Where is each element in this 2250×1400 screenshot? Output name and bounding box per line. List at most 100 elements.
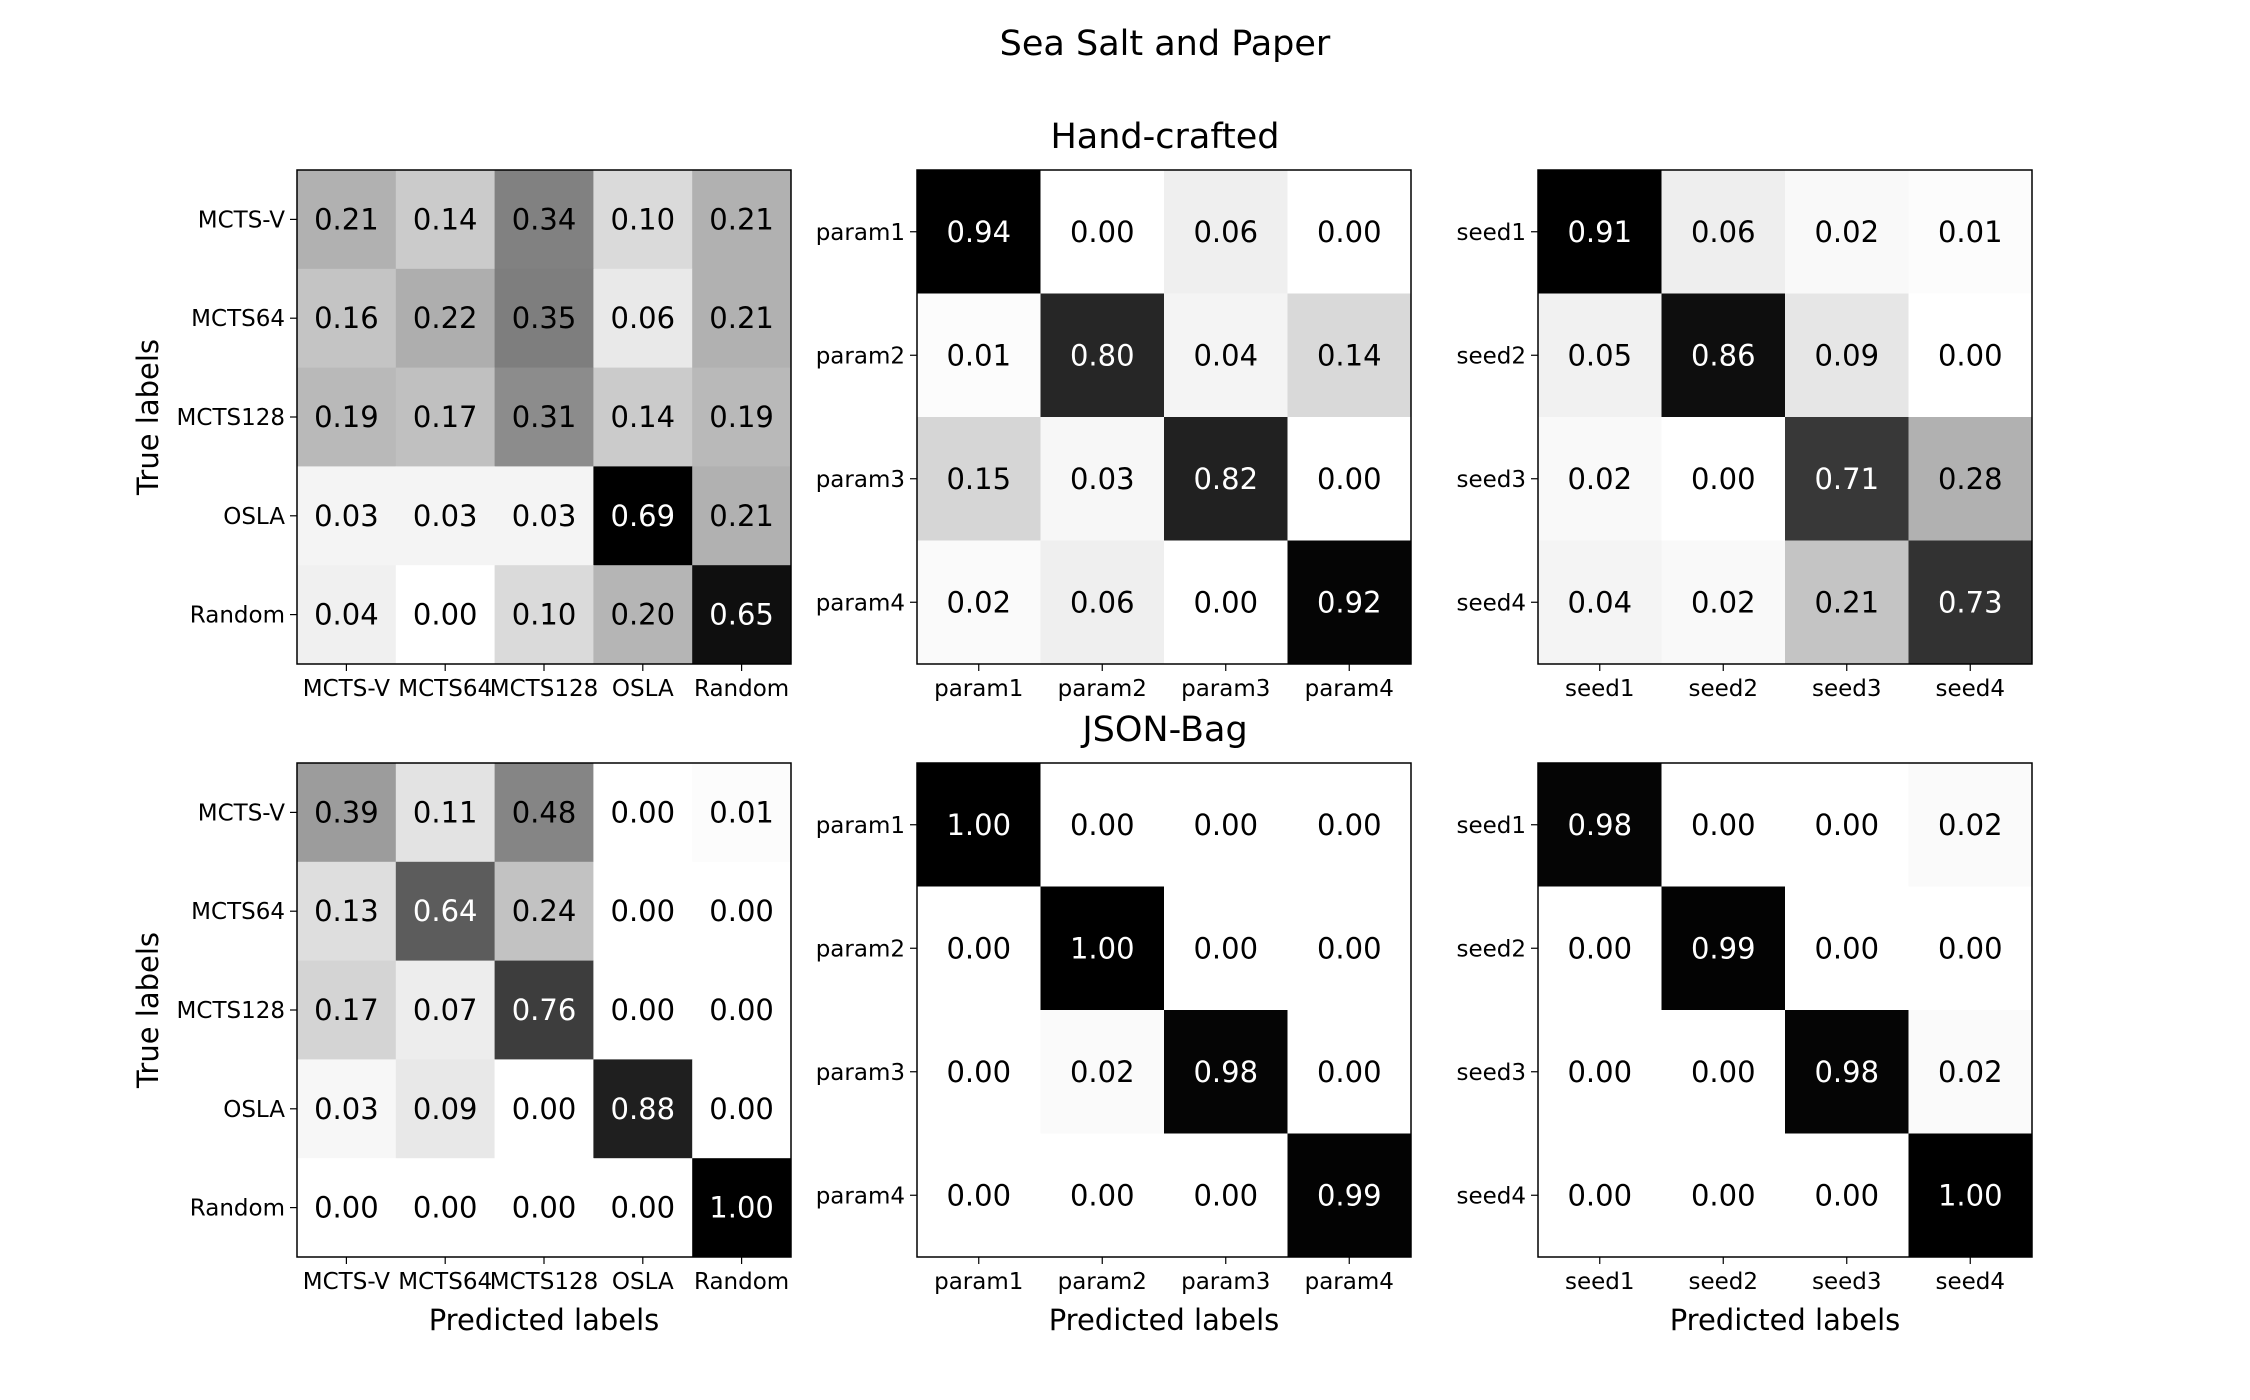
heatmap-cell xyxy=(297,170,397,270)
cell-value-label: 0.10 xyxy=(611,202,676,236)
cell-value-label: 0.92 xyxy=(1317,585,1382,619)
y-tick-label: seed4 xyxy=(1456,590,1526,616)
heatmap-cell xyxy=(692,1059,792,1159)
x-tick-label: seed4 xyxy=(1935,1269,2005,1295)
cell-value-label: 0.00 xyxy=(1193,808,1258,842)
heatmap-cell xyxy=(297,268,397,369)
cell-value-label: 0.80 xyxy=(1070,338,1135,372)
heatmap-cell xyxy=(395,565,496,665)
heatmap-cell xyxy=(1661,540,1786,665)
heatmap-cell xyxy=(1908,1133,2033,1258)
heatmap-cell xyxy=(297,466,397,566)
cell-value-label: 0.00 xyxy=(946,1055,1011,1089)
y-tick-label: seed2 xyxy=(1456,343,1526,369)
heatmap-cell xyxy=(1785,417,1909,541)
heatmap-cell xyxy=(1287,1010,1412,1134)
cell-value-label: 0.73 xyxy=(1938,585,2003,619)
y-tick-label: seed3 xyxy=(1456,1060,1526,1086)
cell-value-label: 0.00 xyxy=(1814,808,1879,842)
heatmap-cell xyxy=(395,367,496,467)
heatmap-cell xyxy=(692,170,792,270)
heatmap-cell xyxy=(395,1059,496,1159)
panel-frame xyxy=(916,762,1412,1258)
heatmap-cell xyxy=(297,1059,397,1159)
heatmap-cell xyxy=(1164,293,1288,418)
cell-value-label: 0.00 xyxy=(1814,931,1879,965)
heatmap-cell xyxy=(692,268,792,369)
heatmap-cell xyxy=(1538,293,1662,418)
cell-value-label: 0.00 xyxy=(709,993,774,1027)
heatmap-panel: 0.94 0.00 0.06 0.00 0.01 0.80 0.04 0.14 0.15 0.03… xyxy=(816,169,1412,702)
cell-value-label: 0.17 xyxy=(314,993,379,1027)
cell-value-label: 0.64 xyxy=(413,894,478,928)
figure-title: Sea Salt and Paper xyxy=(1000,24,1331,64)
cell-value-label: 0.99 xyxy=(1691,931,1756,965)
y-tick-label: seed3 xyxy=(1456,467,1526,493)
heatmap-cell xyxy=(593,960,693,1060)
cell-value-label: 0.76 xyxy=(512,993,577,1027)
heatmap-cell xyxy=(1661,763,1786,887)
heatmap-cell xyxy=(1040,293,1165,418)
heatmap-cell xyxy=(1538,763,1662,887)
heatmap-cell xyxy=(1287,170,1412,294)
x-tick-label: MCTS128 xyxy=(490,1269,598,1295)
heatmap-cell xyxy=(692,763,792,863)
heatmap-cell xyxy=(917,1133,1041,1258)
heatmap-cell xyxy=(1661,1133,1786,1258)
cell-value-label: 1.00 xyxy=(1938,1178,2003,1212)
cell-value-label: 0.00 xyxy=(1814,1178,1879,1212)
cell-value-label: 0.03 xyxy=(512,499,577,533)
cell-value-label: 0.34 xyxy=(512,202,577,236)
heatmap-cell xyxy=(1908,417,2033,541)
heatmap-cell xyxy=(593,367,693,467)
y-tick-label: Random xyxy=(190,603,285,629)
x-axis-label: Predicted labels xyxy=(1049,1303,1280,1337)
heatmap-panel: 0.91 0.06 0.02 0.01 0.05 0.86 0.09 0.00 0.02 0.00… xyxy=(1456,169,2033,702)
x-tick-label: param2 xyxy=(1058,676,1147,702)
cell-value-label: 0.19 xyxy=(709,400,774,434)
heatmap-cell xyxy=(1164,1010,1288,1134)
heatmap-cell xyxy=(593,763,693,863)
cell-value-label: 0.02 xyxy=(1567,462,1632,496)
cell-value-label: 0.01 xyxy=(1938,215,2003,249)
heatmap-cell xyxy=(692,960,792,1060)
heatmap-cell xyxy=(1908,170,2033,294)
heatmap-cell xyxy=(494,861,594,962)
cell-value-label: 0.09 xyxy=(1814,338,1879,372)
x-tick-label: seed2 xyxy=(1688,1269,1758,1295)
x-tick-label: MCTS64 xyxy=(398,676,492,702)
heatmap-cell xyxy=(692,466,792,566)
cell-value-label: 0.03 xyxy=(314,499,379,533)
heatmap-cell xyxy=(494,170,594,270)
cell-value-label: 0.00 xyxy=(709,1092,774,1126)
cell-value-label: 0.04 xyxy=(314,598,379,632)
cell-value-label: 0.28 xyxy=(1938,462,2003,496)
heatmap-cell xyxy=(297,367,397,467)
heatmap-cell xyxy=(494,565,594,665)
cell-value-label: 0.00 xyxy=(1938,338,2003,372)
heatmap-cell xyxy=(1661,170,1786,294)
heatmap-cell xyxy=(1287,540,1412,665)
heatmap-cell xyxy=(593,170,693,270)
heatmap-cell xyxy=(494,268,594,369)
cell-value-label: 0.71 xyxy=(1814,462,1879,496)
cell-value-label: 0.00 xyxy=(1691,1055,1756,1089)
heatmap-cell xyxy=(1164,886,1288,1011)
y-tick-label: param2 xyxy=(816,936,905,962)
y-tick-label: param1 xyxy=(816,813,905,839)
cell-value-label: 0.04 xyxy=(1193,338,1258,372)
heatmap-cell xyxy=(1287,293,1412,418)
heatmap-cell xyxy=(1040,763,1165,887)
cell-value-label: 0.00 xyxy=(1938,931,2003,965)
x-tick-label: seed1 xyxy=(1565,676,1635,702)
cell-value-label: 0.00 xyxy=(1317,931,1382,965)
heatmap-cell xyxy=(593,1158,693,1258)
heatmap-cell xyxy=(1040,886,1165,1011)
heatmap-cell xyxy=(692,1158,792,1258)
cell-value-label: 0.17 xyxy=(413,400,478,434)
cell-value-label: 0.00 xyxy=(611,1191,676,1225)
x-tick-label: MCTS-V xyxy=(303,676,391,702)
y-tick-label: param2 xyxy=(816,343,905,369)
x-tick-label: param4 xyxy=(1305,676,1394,702)
heatmap-cell xyxy=(593,466,693,566)
